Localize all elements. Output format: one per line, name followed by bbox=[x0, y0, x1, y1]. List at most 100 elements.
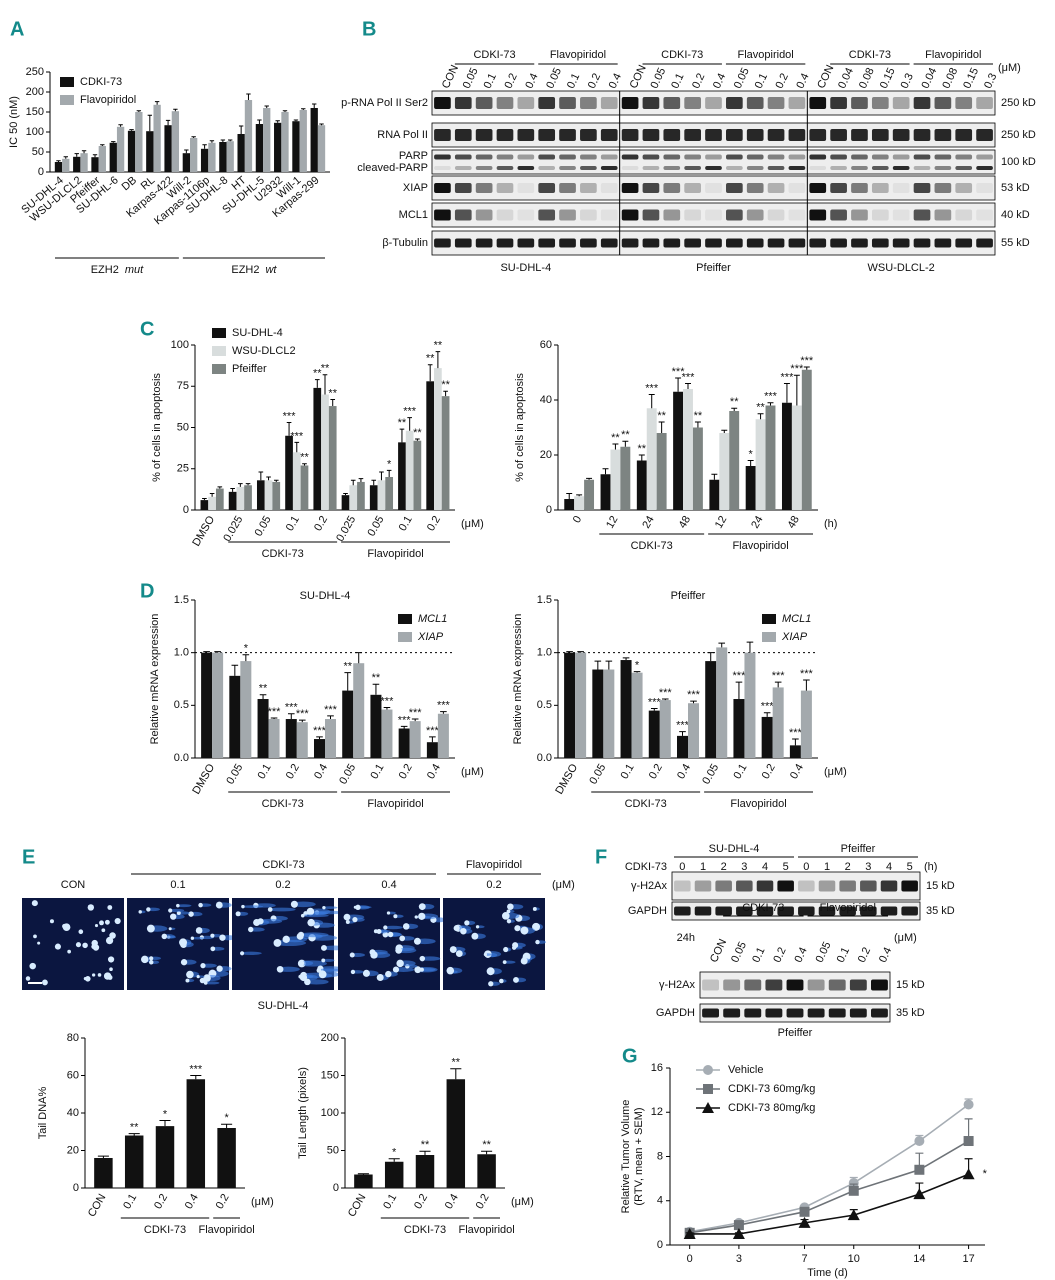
error-bar bbox=[258, 471, 264, 481]
significance-label: ** bbox=[452, 1057, 461, 1069]
error-bar bbox=[746, 641, 754, 653]
error-bar bbox=[246, 93, 251, 100]
lane-label: 0.1 bbox=[750, 946, 767, 965]
bar bbox=[745, 466, 756, 510]
comet-head bbox=[146, 924, 155, 933]
y-axis-label: % of cells in apoptosis bbox=[151, 373, 163, 482]
blot-band bbox=[705, 166, 722, 170]
bar bbox=[584, 479, 595, 510]
blot-band bbox=[765, 1008, 783, 1018]
blot-band bbox=[746, 238, 764, 248]
lane-label: 0.1 bbox=[669, 72, 686, 91]
blot-band bbox=[517, 154, 535, 160]
blot-band bbox=[684, 154, 701, 160]
error-bar bbox=[227, 139, 233, 142]
y-axis-label: % of cells in apoptosis bbox=[514, 373, 526, 482]
error-bar bbox=[694, 421, 701, 428]
legend-swatch bbox=[398, 632, 412, 642]
bar bbox=[564, 652, 576, 758]
significance-label: *** bbox=[733, 670, 747, 682]
error-bar bbox=[481, 1150, 493, 1155]
blot-band bbox=[702, 979, 719, 991]
blot-band bbox=[496, 154, 514, 160]
error-bar bbox=[429, 736, 436, 743]
bar bbox=[781, 402, 792, 510]
blot-band bbox=[559, 166, 576, 170]
blot-band bbox=[705, 209, 722, 221]
bar bbox=[317, 125, 326, 172]
size-label: 35 kD bbox=[896, 1007, 925, 1019]
blot-band bbox=[767, 183, 785, 193]
error-bar bbox=[238, 483, 243, 487]
comet-head bbox=[383, 925, 388, 930]
error-bar bbox=[165, 119, 171, 126]
bar bbox=[673, 391, 684, 510]
bar bbox=[237, 134, 245, 172]
comet-head bbox=[97, 973, 102, 977]
error-bar bbox=[136, 110, 142, 112]
comet-head bbox=[418, 912, 426, 920]
series-line bbox=[689, 1140, 969, 1234]
blot-band bbox=[976, 129, 993, 141]
blot-band bbox=[976, 238, 993, 248]
bar bbox=[800, 690, 812, 758]
error-bar bbox=[173, 108, 178, 112]
legend-swatch bbox=[212, 346, 226, 356]
comet-head bbox=[499, 978, 504, 984]
blot-band bbox=[913, 97, 931, 109]
bar bbox=[272, 481, 281, 510]
significance-label: *** bbox=[781, 371, 795, 383]
comet-head bbox=[464, 920, 470, 926]
bar bbox=[341, 495, 350, 510]
bar bbox=[610, 449, 621, 510]
error-bar bbox=[443, 390, 448, 397]
blot-band bbox=[871, 209, 889, 221]
error-bar bbox=[209, 140, 215, 143]
legend-swatch bbox=[762, 632, 776, 642]
blot-band bbox=[934, 183, 952, 193]
comet-head bbox=[513, 977, 519, 983]
row-label: γ-H2Ax bbox=[659, 979, 696, 991]
drug-label: CDKI-73 bbox=[262, 859, 304, 871]
blot-band bbox=[621, 209, 639, 221]
blot-band bbox=[434, 97, 451, 109]
bar bbox=[385, 477, 394, 510]
y-axis-label: (RTV, mean + SEM) bbox=[633, 1107, 645, 1205]
comet-head bbox=[33, 934, 37, 939]
bar bbox=[761, 716, 773, 758]
bar bbox=[446, 1079, 466, 1188]
error-bar bbox=[661, 698, 669, 701]
blot-band bbox=[684, 129, 701, 141]
x-tick-label: 48 bbox=[677, 514, 694, 531]
blot-band bbox=[871, 1008, 888, 1018]
comet-head bbox=[101, 928, 106, 933]
blot-band bbox=[663, 97, 681, 109]
blot-band bbox=[517, 209, 535, 221]
bar bbox=[434, 368, 442, 510]
blot-band bbox=[809, 183, 827, 193]
blot-band bbox=[475, 183, 493, 193]
bar bbox=[603, 669, 615, 758]
error-bar bbox=[690, 700, 697, 704]
y-tick-label: 80 bbox=[67, 1032, 79, 1044]
error-bar bbox=[440, 711, 447, 714]
blot-band bbox=[777, 906, 794, 916]
lane-label: 3 bbox=[741, 861, 747, 873]
y-tick-label: 100 bbox=[26, 126, 44, 138]
comet-head bbox=[399, 935, 406, 942]
blot-band bbox=[621, 183, 639, 193]
y-tick-label: 60 bbox=[67, 1069, 79, 1081]
comet-head bbox=[37, 941, 41, 945]
error-bar bbox=[111, 141, 116, 143]
bar bbox=[274, 122, 282, 172]
comet-head bbox=[387, 931, 394, 938]
bar bbox=[765, 405, 776, 510]
x-tick-label: 7 bbox=[801, 1253, 807, 1265]
y-tick-label: 40 bbox=[540, 394, 552, 406]
blot-band bbox=[475, 209, 493, 221]
error-bar bbox=[287, 713, 295, 720]
blot-band bbox=[860, 906, 877, 916]
comet-head bbox=[320, 944, 327, 951]
error-bar bbox=[259, 694, 267, 700]
blot-row bbox=[671, 871, 921, 901]
